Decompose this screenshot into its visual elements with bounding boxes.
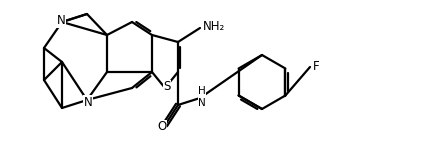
Text: N: N [57,15,65,28]
Text: F: F [313,60,319,72]
Text: H
N: H N [198,86,206,108]
Text: S: S [163,81,171,94]
Text: NH₂: NH₂ [203,19,225,33]
Text: N: N [83,96,92,109]
Text: O: O [157,120,167,133]
